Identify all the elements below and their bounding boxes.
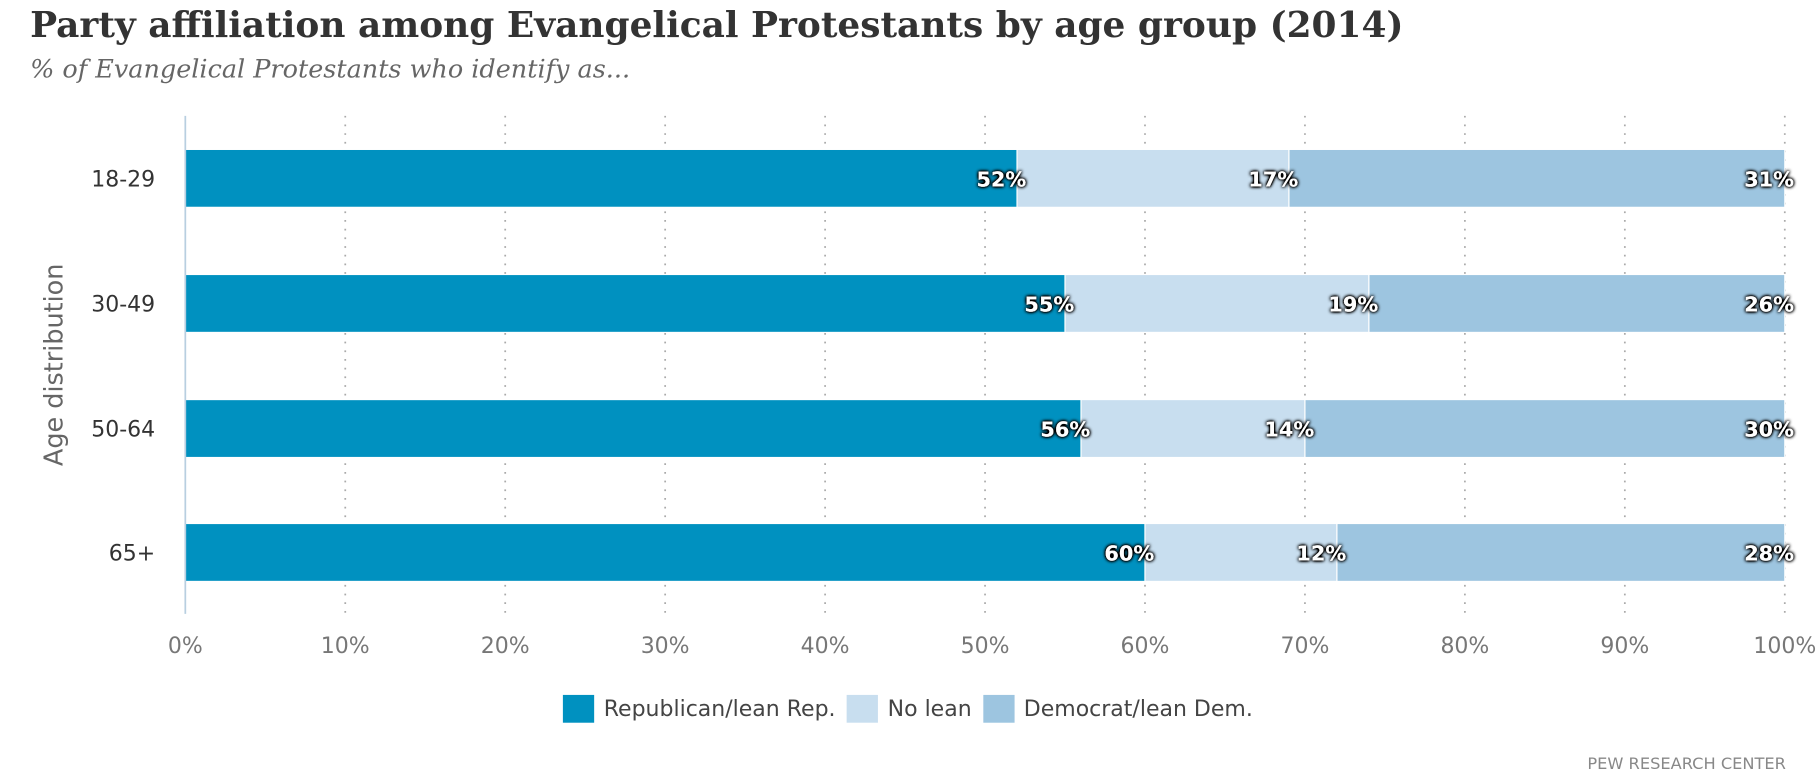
data-label: 60% [1104,542,1154,566]
data-label: 28% [1744,542,1794,566]
chart-title: Party affiliation among Evangelical Prot… [30,4,1404,47]
legend-label: No lean [887,696,972,722]
bar-segment [184,398,1082,459]
y-axis-title: Age distribution [40,264,70,467]
data-label: 31% [1744,167,1794,191]
x-tick-label: 70% [1280,634,1329,659]
legend-swatch [983,694,1015,723]
legend-item: No lean [847,694,972,723]
data-label: 56% [1040,418,1090,442]
bar-segment [184,273,1066,333]
data-label: 30% [1744,418,1794,442]
x-tick-label: 40% [801,634,850,659]
legend-swatch [847,694,879,723]
bar-segment [1304,398,1786,459]
bar-segment [1064,273,1370,333]
legend-label: Republican/lean Rep. [603,696,836,722]
data-label: 52% [976,167,1026,191]
data-label: 55% [1024,293,1074,317]
y-category-label: 18-29 [91,167,155,192]
data-label: 19% [1328,293,1378,317]
bar-segment [1336,522,1786,582]
bar-segment [1016,148,1290,208]
x-tick-label: 10% [321,634,370,659]
legend-swatch [563,694,595,723]
data-label: 17% [1248,167,1298,191]
x-tick-label: 50% [961,634,1010,659]
legend-item: Democrat/lean Dem. [983,694,1253,723]
y-category-label: 50-64 [91,418,155,443]
x-tick-label: 20% [481,634,530,659]
legend: Republican/lean Rep. No lean Democrat/lean… [0,694,1816,723]
y-category-label: 30-49 [91,293,155,318]
x-tick-label: 60% [1121,634,1170,659]
legend-label: Democrat/lean Dem. [1023,696,1253,722]
x-tick-label: 90% [1600,634,1649,659]
chart-subtitle: % of Evangelical Protestants who identif… [30,55,631,85]
x-tick-label: 80% [1440,634,1489,659]
x-tick-label: 100% [1753,634,1816,659]
bar-segment [184,148,1018,208]
y-category-label: 65+ [109,542,155,567]
bar-segment [1368,273,1786,333]
bar-segment [184,522,1146,582]
data-label: 26% [1744,293,1794,317]
source-label: PEW RESEARCH CENTER [1587,755,1786,774]
data-label: 14% [1264,418,1314,442]
x-tick-label: 30% [641,634,690,659]
legend-item: Republican/lean Rep. [563,694,836,723]
data-label: 12% [1296,542,1346,566]
x-tick-label: 0% [168,634,203,659]
bar-segment [1288,148,1786,208]
